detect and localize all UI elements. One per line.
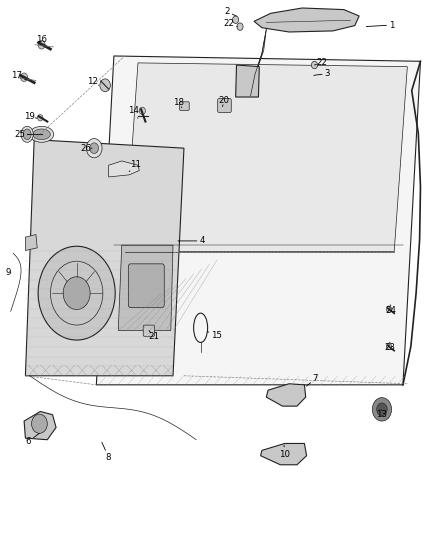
Polygon shape [25, 140, 184, 376]
Text: 24: 24 [385, 305, 396, 314]
Text: 8: 8 [102, 442, 111, 462]
Polygon shape [96, 56, 420, 385]
Text: 22: 22 [314, 59, 328, 67]
Circle shape [377, 403, 387, 416]
Text: 3: 3 [314, 69, 330, 78]
Circle shape [32, 414, 47, 433]
Text: 2: 2 [224, 7, 236, 16]
Circle shape [90, 143, 99, 154]
Circle shape [100, 79, 110, 92]
Polygon shape [24, 411, 56, 440]
Text: 19: 19 [25, 112, 37, 120]
Circle shape [38, 41, 45, 49]
Text: 23: 23 [384, 342, 396, 352]
Circle shape [38, 115, 43, 121]
Polygon shape [118, 245, 173, 330]
Text: 16: 16 [36, 36, 47, 45]
Circle shape [311, 61, 318, 69]
Circle shape [139, 107, 145, 115]
Circle shape [372, 398, 392, 421]
Ellipse shape [29, 126, 53, 142]
Text: 25: 25 [14, 130, 29, 139]
Circle shape [386, 306, 392, 312]
Text: 9: 9 [5, 269, 11, 277]
Text: 6: 6 [26, 433, 39, 446]
Text: 14: 14 [128, 107, 139, 118]
Ellipse shape [33, 129, 50, 140]
Polygon shape [251, 29, 266, 96]
Text: 1: 1 [366, 21, 395, 29]
Polygon shape [236, 65, 259, 97]
Text: 21: 21 [148, 330, 160, 341]
Text: 12: 12 [87, 77, 99, 85]
Text: 10: 10 [279, 445, 290, 458]
Circle shape [386, 343, 392, 350]
Circle shape [38, 246, 115, 340]
Text: 13: 13 [375, 409, 387, 419]
Polygon shape [266, 384, 306, 406]
Text: 26: 26 [80, 144, 92, 152]
Polygon shape [254, 8, 359, 32]
Polygon shape [109, 161, 139, 177]
Polygon shape [125, 63, 407, 252]
Circle shape [86, 139, 102, 158]
Circle shape [233, 16, 239, 23]
Circle shape [63, 277, 90, 310]
Polygon shape [25, 235, 37, 251]
Text: 4: 4 [178, 237, 205, 245]
Text: 22: 22 [223, 20, 237, 28]
FancyBboxPatch shape [180, 102, 189, 110]
Ellipse shape [23, 129, 31, 140]
Circle shape [21, 73, 28, 82]
Text: 11: 11 [129, 160, 141, 172]
FancyBboxPatch shape [143, 325, 155, 336]
Polygon shape [261, 443, 307, 465]
Text: 18: 18 [173, 98, 184, 108]
Circle shape [237, 23, 243, 30]
FancyBboxPatch shape [218, 99, 231, 112]
Text: 20: 20 [219, 96, 230, 107]
FancyBboxPatch shape [128, 264, 164, 308]
Text: 15: 15 [208, 332, 223, 340]
Text: 7: 7 [307, 374, 318, 386]
Ellipse shape [21, 126, 33, 142]
Text: 17: 17 [11, 71, 26, 80]
